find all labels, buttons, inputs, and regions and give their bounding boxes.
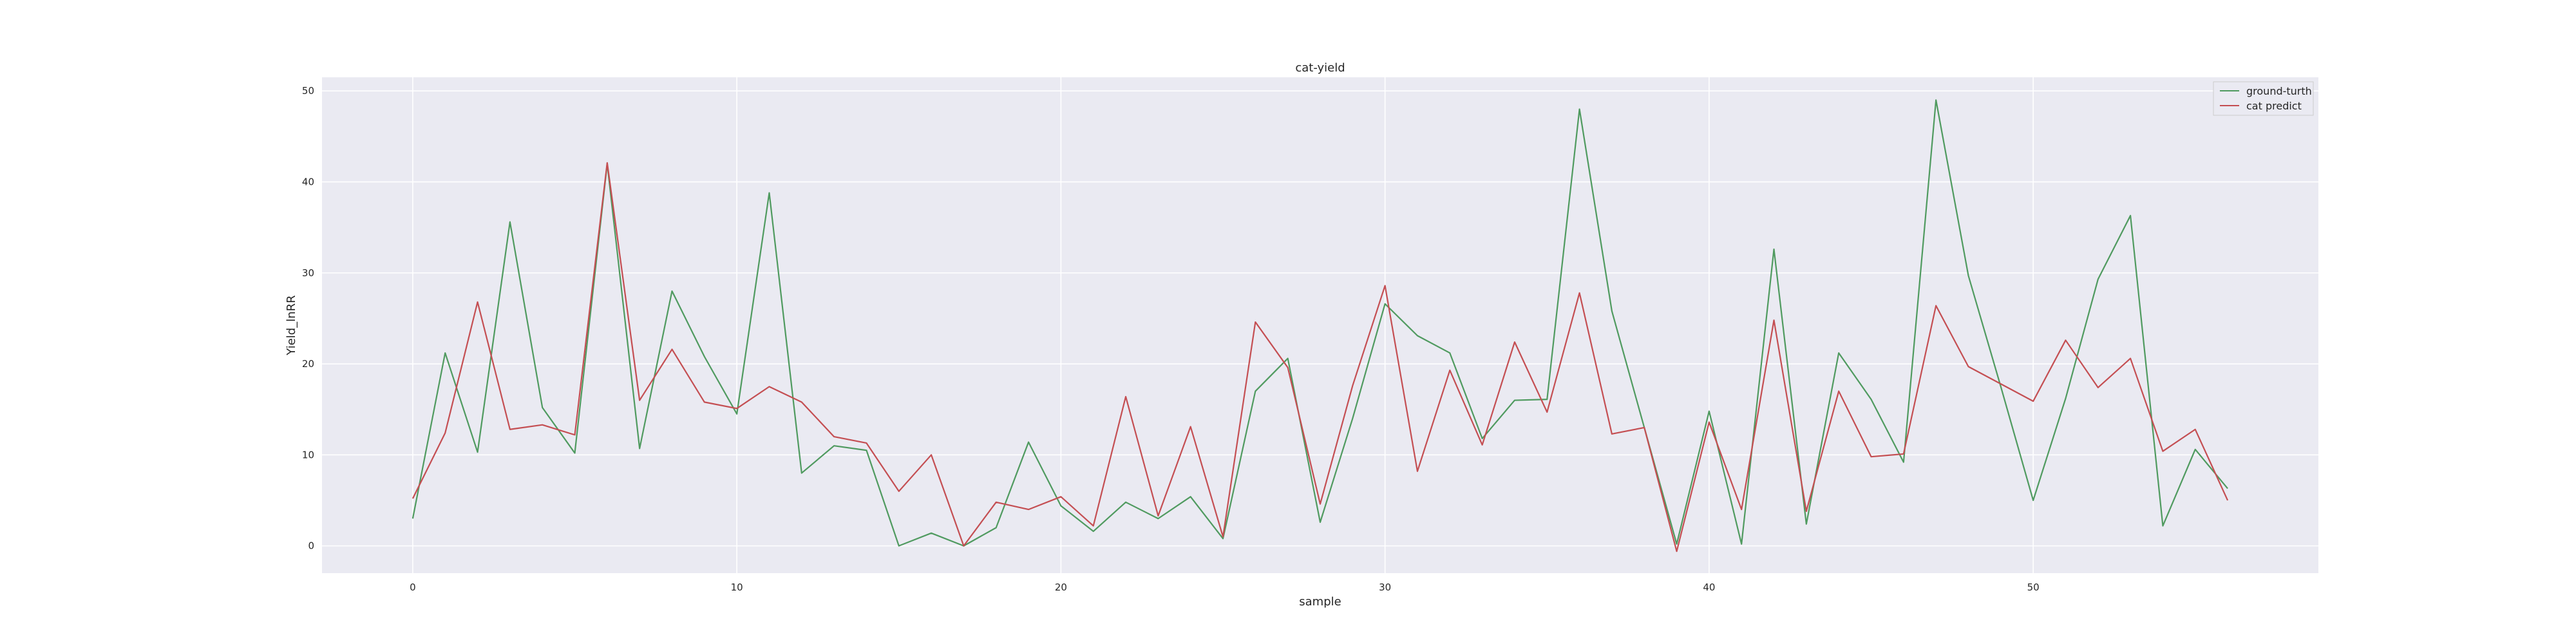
y-tick-labels: 0 10 20 30 40 50: [302, 85, 314, 551]
series-group: [412, 99, 2229, 553]
x-tick-label: 40: [1703, 582, 1715, 593]
y-tick-label: 30: [302, 267, 314, 279]
x-tick-label: 10: [731, 582, 743, 593]
x-tick-labels: 0 10 20 30 40 50: [410, 582, 2040, 593]
series-line-ground-turth: [412, 99, 2228, 547]
legend-box: [2213, 81, 2314, 116]
y-tick-label: 20: [302, 358, 314, 370]
legend-label-ground-turth: ground-turth: [2246, 85, 2312, 97]
series-line-cat-predict: [412, 162, 2229, 553]
legend-label-cat-predict: cat predict: [2246, 100, 2302, 112]
chart-title: cat-yield: [1295, 61, 1345, 75]
x-tick-label: 20: [1055, 582, 1067, 593]
x-tick-label: 0: [410, 582, 416, 593]
x-tick-label: 30: [1379, 582, 1391, 593]
y-tick-label: 50: [302, 85, 314, 97]
y-tick-label: 0: [308, 540, 314, 552]
x-tick-label: 50: [2027, 582, 2040, 593]
y-axis-label: Yield_lnRR: [285, 295, 298, 355]
y-tick-label: 10: [302, 449, 314, 460]
x-axis-label: sample: [1299, 595, 1341, 609]
y-tick-label: 40: [302, 176, 314, 187]
grid: [322, 77, 2318, 573]
plot-area: [322, 77, 2318, 573]
legend: ground-turth cat predict: [2213, 81, 2314, 116]
